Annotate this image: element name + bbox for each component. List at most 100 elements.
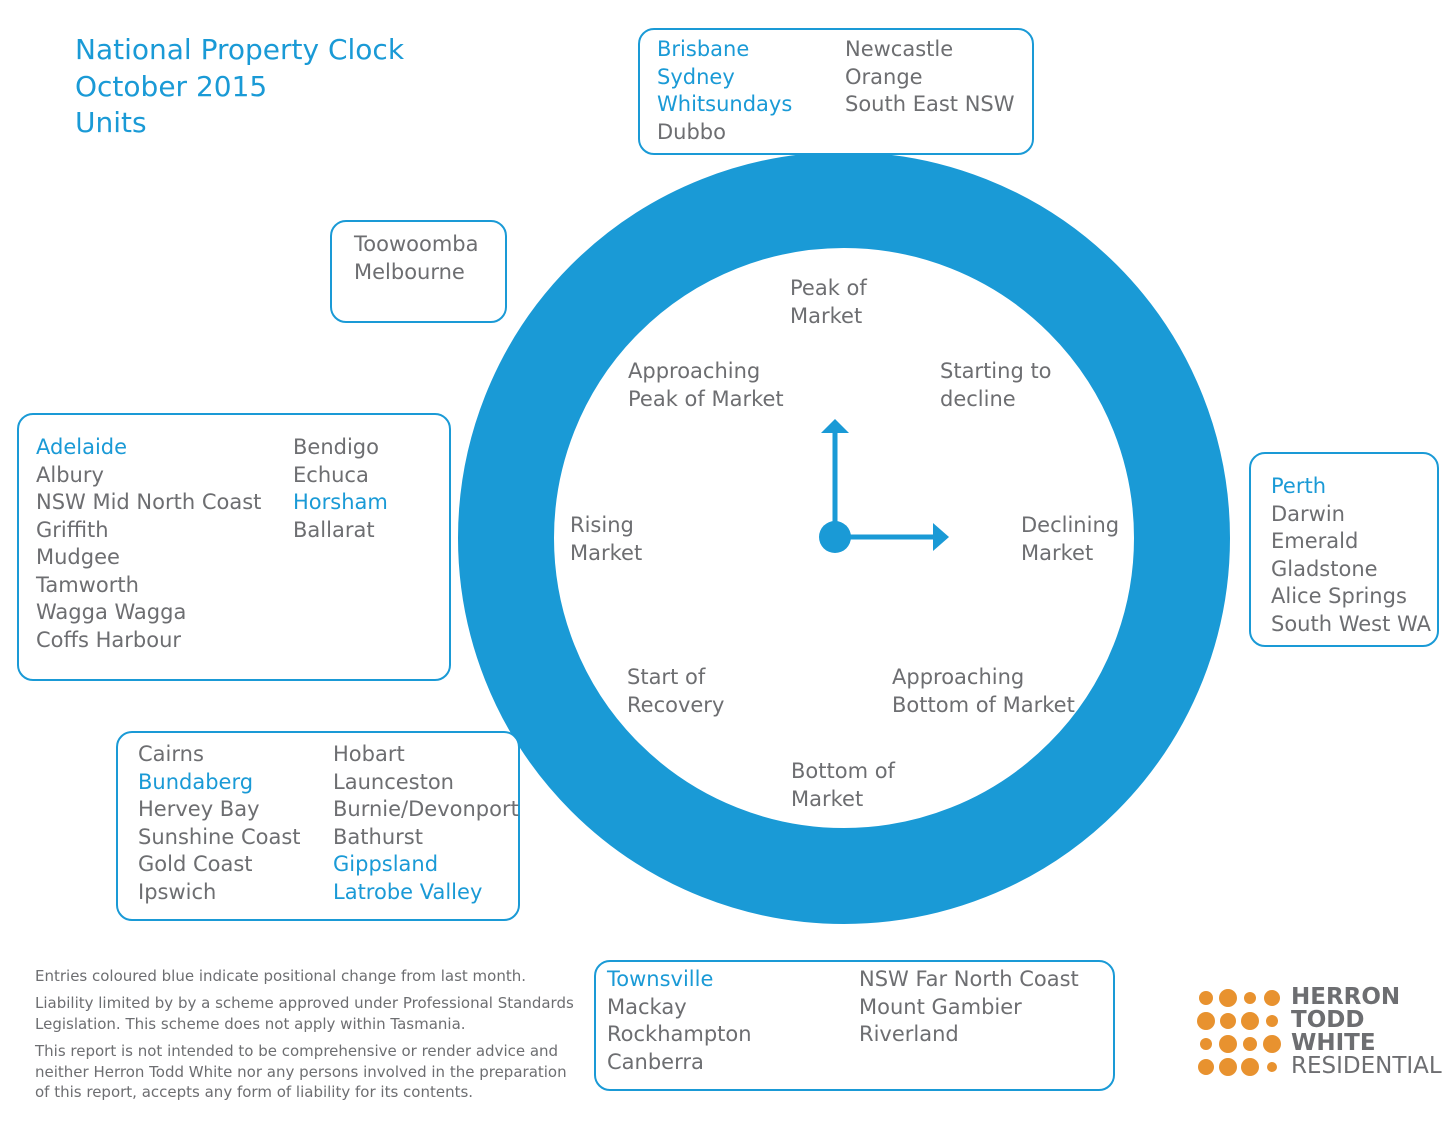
phase-label: Starting to decline <box>940 358 1052 413</box>
phase-line: Rising <box>570 513 634 537</box>
phase-label: Approaching Peak of Market <box>628 358 784 413</box>
legend-note: Entries coloured blue indicate positiona… <box>35 967 526 985</box>
logo-line: TODD <box>1291 1007 1365 1033</box>
location-name: Burnie/Devonport <box>333 797 519 821</box>
location-name: Alice Springs <box>1271 584 1407 608</box>
location-name: Launceston <box>333 769 454 794</box>
phase-line: Market <box>791 786 864 811</box>
location-name: Perth <box>1271 474 1327 498</box>
phase-line: Starting to <box>940 359 1052 383</box>
phase-line: Peak of <box>790 276 867 300</box>
location-name: Orange <box>845 64 923 89</box>
location-box <box>594 960 1115 1091</box>
location-name: Sydney <box>657 64 735 89</box>
location-name: South West WA <box>1271 611 1431 636</box>
location-name: Gippsland <box>333 852 439 876</box>
title-line: October 2015 <box>75 69 268 103</box>
phase-label: Peak of Market <box>790 275 867 330</box>
location-column: Brisbane Sydney Whitsundays Dubbo <box>657 36 792 146</box>
location-name: Ballarat <box>293 517 375 542</box>
location-box <box>116 731 520 921</box>
logo-line: HERRON <box>1291 984 1401 1010</box>
location-name: Melbourne <box>354 259 465 284</box>
phase-line: Start of <box>627 665 706 689</box>
location-name: Cairns <box>138 742 204 766</box>
phase-line: Market <box>790 303 863 328</box>
phase-label: Bottom of Market <box>791 758 895 813</box>
location-name: Mount Gambier <box>859 994 1022 1019</box>
location-name: Echuca <box>293 462 369 487</box>
location-name: Adelaide <box>36 435 128 459</box>
location-column: Bendigo Echuca Horsham Ballarat <box>293 434 388 544</box>
location-column: Perth Darwin Emerald Gladstone Alice Springs… <box>1271 473 1431 638</box>
clock-ring <box>458 152 1230 924</box>
location-column: Newcastle Orange South East NSW <box>845 36 1015 119</box>
location-name: Riverland <box>859 1022 959 1046</box>
location-name: Coffs Harbour <box>36 627 182 652</box>
phase-line: Peak of Market <box>628 386 784 411</box>
location-box <box>17 413 451 681</box>
phase-line: Approaching <box>892 665 1025 689</box>
phase-label: Declining Market <box>1021 512 1119 567</box>
phase-label: Approaching Bottom of Market <box>892 664 1075 719</box>
location-box <box>330 220 507 323</box>
phase-line: decline <box>940 386 1016 411</box>
phase-line: Approaching <box>628 359 761 383</box>
location-name: Ipswich <box>138 879 217 904</box>
location-name: Townsville <box>607 967 714 991</box>
location-name: Bundaberg <box>138 769 254 794</box>
liability-note: Liability limited by by a scheme approve… <box>35 994 574 1033</box>
title-line: Units <box>75 106 147 139</box>
location-name: Mudgee <box>36 545 120 569</box>
minute-hand-arrow <box>933 523 949 551</box>
logo-line: RESIDENTIAL <box>1291 1053 1442 1079</box>
location-name: NSW Mid North Coast <box>36 490 262 514</box>
location-box <box>1249 452 1439 647</box>
location-name: Rockhampton <box>607 1022 752 1046</box>
clock-center <box>819 521 851 553</box>
location-name: Mackay <box>607 994 687 1019</box>
title: National Property Clock October 2015 Units <box>75 32 404 142</box>
phase-line: Bottom of Market <box>892 692 1075 717</box>
location-name: Bathurst <box>333 824 423 849</box>
location-column: NSW Far North Coast Mount Gambier Riverlan… <box>859 966 1079 1049</box>
title-line: National Property Clock <box>75 33 405 66</box>
phase-line: Market <box>1021 540 1094 565</box>
phase-line: Market <box>570 540 643 565</box>
phase-label: Start of Recovery <box>627 664 724 719</box>
logo-mark <box>1197 989 1281 1076</box>
logo-text: HERRON TODD WHITE RESIDENTIAL <box>1291 986 1442 1078</box>
hour-hand-arrow <box>821 419 849 433</box>
location-name: Gladstone <box>1271 556 1378 581</box>
phase-line: Recovery <box>627 692 725 717</box>
location-name: Dubbo <box>657 119 726 144</box>
location-name: Newcastle <box>845 37 954 61</box>
phase-label: Rising Market <box>570 512 642 567</box>
location-name: Toowoomba <box>354 232 479 256</box>
location-column: Hobart Launceston Burnie/Devonport Bathurst… <box>333 741 519 906</box>
location-name: NSW Far North Coast <box>859 967 1079 991</box>
location-name: Darwin <box>1271 501 1345 526</box>
location-name: Horsham <box>293 490 388 514</box>
location-name: Canberra <box>607 1049 704 1074</box>
location-name: Hobart <box>333 742 405 766</box>
location-column: Cairns Bundaberg Hervey Bay Sunshine Coast G… <box>138 741 301 906</box>
location-name: Latrobe Valley <box>333 879 483 904</box>
location-name: Emerald <box>1271 529 1359 553</box>
location-name: Griffith <box>36 517 109 542</box>
location-column: Adelaide Albury NSW Mid North Coast Griffit… <box>36 434 261 654</box>
location-name: Wagga Wagga <box>36 600 187 624</box>
location-name: Hervey Bay <box>138 797 260 821</box>
location-name: Brisbane <box>657 37 750 61</box>
location-column: Toowoomba Melbourne <box>354 231 478 286</box>
logo-line: WHITE <box>1291 1030 1376 1056</box>
disclaimer: This report is not intended to be compre… <box>35 1042 567 1101</box>
location-name: South East NSW <box>845 92 1015 116</box>
location-column: Townsville Mackay Rockhampton Canberra <box>607 966 752 1076</box>
location-box <box>638 28 1034 155</box>
phase-line: Bottom of <box>791 759 895 783</box>
location-name: Bendigo <box>293 435 379 459</box>
location-name: Gold Coast <box>138 852 253 876</box>
